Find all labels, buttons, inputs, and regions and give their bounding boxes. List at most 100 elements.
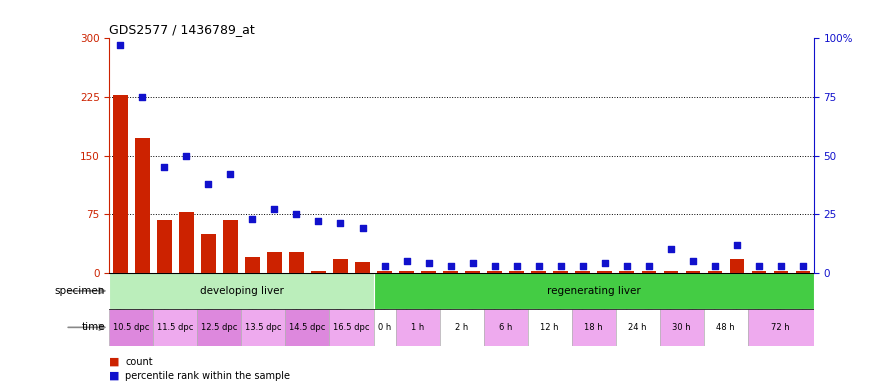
Bar [598, 271, 612, 273]
Point [268, 206, 282, 212]
Point [312, 218, 326, 224]
Bar [685, 271, 700, 273]
Bar [374, 309, 396, 346]
Point [576, 263, 590, 269]
Bar [198, 309, 242, 346]
Text: ■: ■ [109, 357, 120, 367]
Bar [179, 212, 193, 273]
Bar [333, 258, 347, 273]
Bar [285, 309, 330, 346]
Bar [422, 271, 436, 273]
Bar [136, 138, 150, 273]
Point [290, 211, 304, 217]
Text: regenerating liver: regenerating liver [547, 286, 640, 296]
Bar [752, 271, 766, 273]
Point [509, 263, 523, 269]
Bar [620, 271, 634, 273]
Text: 13.5 dpc: 13.5 dpc [245, 323, 282, 332]
Bar [330, 309, 374, 346]
Point [246, 216, 260, 222]
Bar [487, 271, 501, 273]
Text: 10.5 dpc: 10.5 dpc [113, 323, 150, 332]
Bar [109, 273, 374, 309]
Point [598, 260, 612, 266]
Bar [554, 271, 568, 273]
Bar [109, 309, 153, 346]
Point [708, 263, 722, 269]
Bar [795, 271, 810, 273]
Text: 72 h: 72 h [772, 323, 790, 332]
Bar [113, 94, 128, 273]
Bar [267, 252, 282, 273]
Bar [531, 271, 546, 273]
Bar [484, 309, 528, 346]
Text: 1 h: 1 h [411, 323, 424, 332]
Point [795, 263, 809, 269]
Bar [355, 262, 369, 273]
Bar [528, 309, 571, 346]
Bar [509, 271, 524, 273]
Point [201, 180, 215, 187]
Text: 48 h: 48 h [717, 323, 735, 332]
Point [114, 42, 128, 48]
Point [377, 263, 391, 269]
Point [686, 258, 700, 264]
Text: 14.5 dpc: 14.5 dpc [290, 323, 326, 332]
Bar [158, 220, 172, 273]
Bar [290, 252, 304, 273]
Bar [708, 271, 722, 273]
Text: 0 h: 0 h [378, 323, 391, 332]
Point [179, 152, 193, 159]
Text: 12.5 dpc: 12.5 dpc [201, 323, 238, 332]
Bar [660, 309, 704, 346]
Point [136, 94, 150, 100]
Point [444, 263, 458, 269]
Bar [641, 271, 656, 273]
Point [400, 258, 414, 264]
Bar [748, 309, 814, 346]
Point [641, 263, 655, 269]
Bar [576, 271, 590, 273]
Bar [242, 309, 285, 346]
Point [487, 263, 501, 269]
Point [730, 242, 744, 248]
Bar [312, 271, 326, 273]
Bar [663, 271, 678, 273]
Text: ■: ■ [109, 371, 120, 381]
Text: count: count [125, 357, 153, 367]
Text: 30 h: 30 h [672, 323, 691, 332]
Bar [223, 220, 238, 273]
Point [333, 220, 347, 227]
Point [620, 263, 634, 269]
Text: 6 h: 6 h [499, 323, 512, 332]
Bar [396, 309, 439, 346]
Point [223, 171, 237, 177]
Bar [704, 309, 748, 346]
Text: 11.5 dpc: 11.5 dpc [158, 323, 193, 332]
Point [532, 263, 546, 269]
Bar [153, 309, 198, 346]
Bar [466, 271, 480, 273]
Text: 2 h: 2 h [455, 323, 468, 332]
Text: 16.5 dpc: 16.5 dpc [333, 323, 370, 332]
Bar [201, 233, 215, 273]
Bar [616, 309, 660, 346]
Text: 24 h: 24 h [628, 323, 647, 332]
Point [554, 263, 568, 269]
Point [355, 225, 369, 231]
Bar [444, 271, 458, 273]
Bar [374, 273, 814, 309]
Point [466, 260, 480, 266]
Text: percentile rank within the sample: percentile rank within the sample [125, 371, 290, 381]
Text: 18 h: 18 h [584, 323, 603, 332]
Point [158, 164, 172, 170]
Bar [730, 258, 744, 273]
Text: 12 h: 12 h [541, 323, 559, 332]
Point [422, 260, 436, 266]
Text: developing liver: developing liver [200, 286, 284, 296]
Text: GDS2577 / 1436789_at: GDS2577 / 1436789_at [109, 23, 255, 36]
Bar [377, 271, 392, 273]
Text: specimen: specimen [54, 286, 105, 296]
Point [752, 263, 766, 269]
Point [663, 246, 677, 252]
